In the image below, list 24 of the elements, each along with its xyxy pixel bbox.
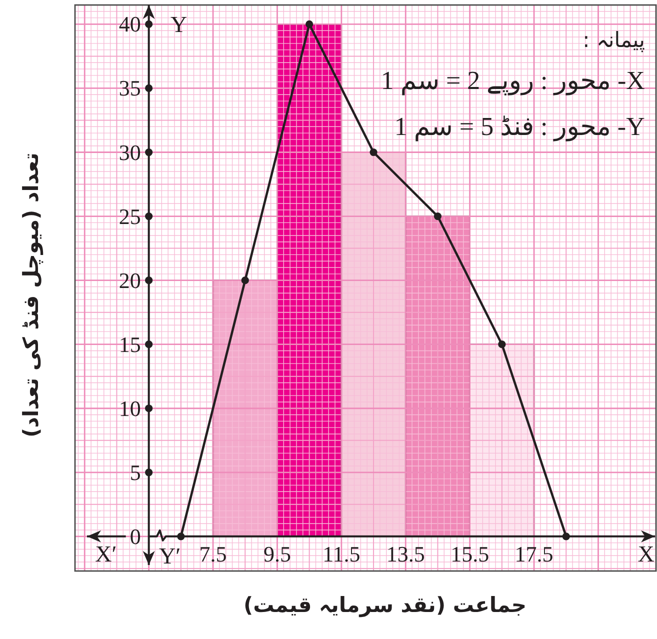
y-tick-label: 10 bbox=[118, 396, 141, 421]
y-tick-label: 15 bbox=[118, 332, 141, 357]
annotation: Y bbox=[170, 12, 188, 37]
x-tick-label: 7.5 bbox=[199, 541, 227, 566]
x-tick-label: 9.5 bbox=[263, 541, 291, 566]
annotation: X- محور : روپے 2 = سم 1 bbox=[380, 66, 646, 96]
y-tick-label: 0 bbox=[130, 524, 141, 549]
y-tick-label: 20 bbox=[118, 268, 141, 293]
x-tick-label: 17.5 bbox=[514, 541, 554, 566]
y-tick-label: 40 bbox=[118, 12, 141, 37]
y-tick-label: 35 bbox=[118, 76, 141, 101]
annotation: Y′ bbox=[159, 543, 181, 568]
y-tick-label: 5 bbox=[130, 460, 141, 485]
ylabel: تعداد (میوچل فنڈ کی تعداد) bbox=[19, 152, 43, 438]
annotation: Y- محور : فنڈ 5 = سم 1 bbox=[394, 112, 646, 142]
xlabel: جماعت (نقد سرمایہ قیمت) bbox=[243, 593, 527, 617]
x-tick-label: 15.5 bbox=[450, 541, 490, 566]
annotation: پیمانہ : bbox=[582, 28, 646, 53]
annotation: X′ bbox=[95, 541, 117, 566]
y-tick-label: 30 bbox=[118, 140, 141, 165]
x-tick-label: 13.5 bbox=[386, 541, 425, 566]
y-tick-label: 25 bbox=[118, 204, 141, 229]
x-tick-label: 11.5 bbox=[322, 541, 360, 566]
annotation: X bbox=[638, 541, 655, 566]
